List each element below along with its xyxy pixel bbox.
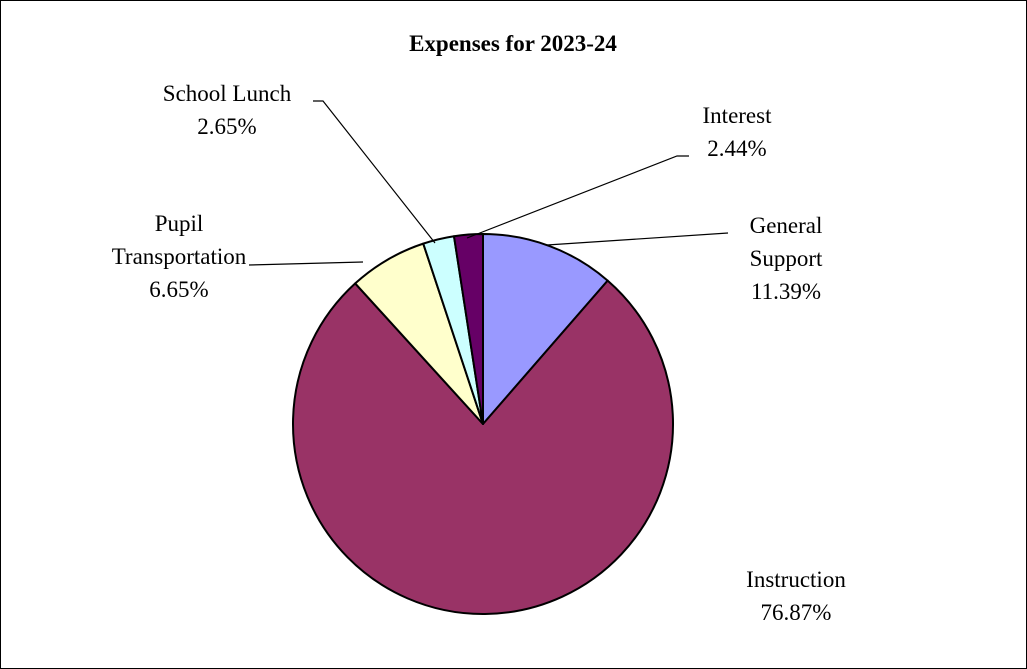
pie-slices bbox=[292, 233, 674, 615]
chart-title: Expenses for 2023-24 bbox=[409, 31, 617, 56]
leader-lines bbox=[248, 100, 729, 266]
slice-name-label: Pupil bbox=[155, 211, 204, 236]
slice-name-label: School Lunch bbox=[163, 81, 292, 106]
slice-name-label: Support bbox=[750, 246, 823, 271]
pie-slice-general-support bbox=[482, 233, 609, 425]
slice-name-label: Interest bbox=[703, 103, 773, 128]
slice-value-label: 76.87% bbox=[761, 600, 832, 625]
slice-labels: General Support 11.39% Instruction 76.87% Pup… bbox=[112, 81, 847, 625]
slice-value-label: 6.65% bbox=[149, 277, 208, 302]
leader-line bbox=[546, 232, 729, 246]
slice-value-label: 11.39% bbox=[751, 279, 821, 304]
slice-name-label: Instruction bbox=[746, 567, 846, 592]
leader-line bbox=[313, 100, 436, 244]
pie-slice-instruction bbox=[292, 279, 674, 615]
slice-value-label: 2.44% bbox=[707, 136, 766, 161]
pie-slice-interest bbox=[452, 233, 484, 425]
leader-line bbox=[248, 261, 364, 266]
leader-line bbox=[466, 155, 689, 239]
slice-name-label: Transportation bbox=[112, 244, 247, 269]
slice-name-label: General bbox=[750, 213, 823, 238]
slice-value-label: 2.65% bbox=[197, 114, 256, 139]
